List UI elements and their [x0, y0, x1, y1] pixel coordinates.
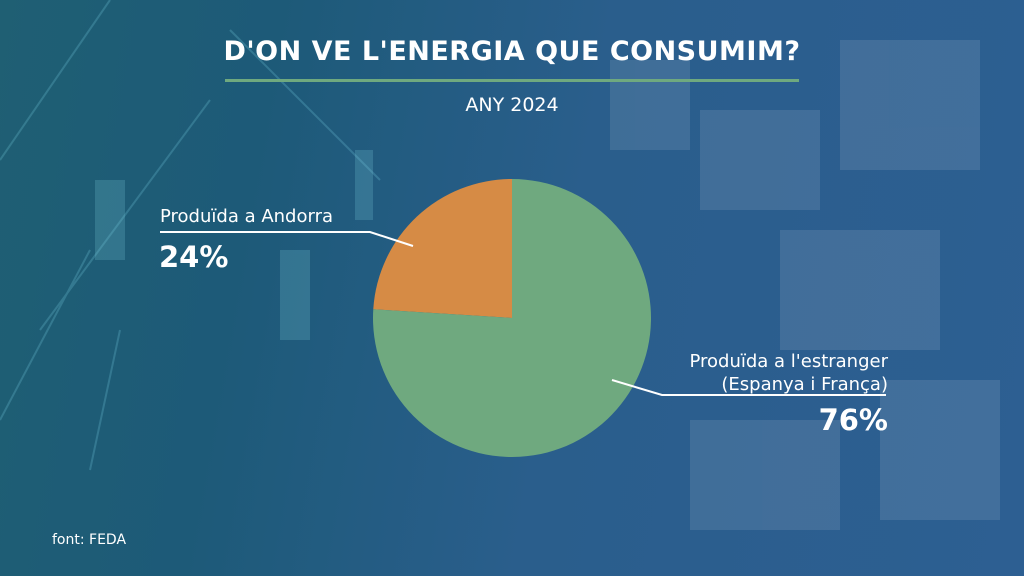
- leader-line-andorra: [160, 231, 414, 247]
- slice-label-abroad-line2: (Espanya i França): [721, 374, 888, 395]
- pie-slice-abroad: [372, 179, 651, 458]
- chart-title: D'ON VE L'ENERGIA QUE CONSUMIM?: [223, 36, 801, 67]
- slice-label-abroad: Produïda a l'estranger (Espanya i França…: [689, 350, 888, 396]
- slice-value-andorra: 24%: [159, 240, 229, 274]
- source-note: font: FEDA: [52, 532, 127, 548]
- slice-value-abroad: 76%: [818, 403, 888, 437]
- slice-label-andorra: Produïda a Andorra: [160, 206, 333, 227]
- pie-slice-andorra: [373, 179, 512, 318]
- chart-subtitle: ANY 2024: [465, 94, 559, 116]
- leader-line-abroad: [611, 379, 886, 396]
- title-underline: [225, 79, 799, 82]
- slice-label-abroad-line1: Produïda a l'estranger: [689, 351, 888, 372]
